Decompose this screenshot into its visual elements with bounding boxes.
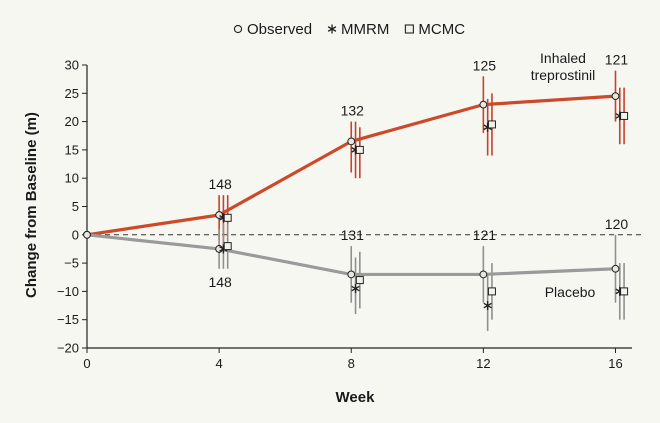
markers <box>83 92 629 311</box>
mcmc-point <box>620 287 629 296</box>
y-tick-label: −20 <box>57 341 79 356</box>
observed-point <box>347 270 356 279</box>
observed-point <box>611 92 620 101</box>
observed-point <box>611 264 620 273</box>
legend-mcmc-icon <box>404 24 414 34</box>
treprostinil-series-label: Inhaled <box>540 50 586 66</box>
mcmc-point <box>223 213 232 222</box>
y-tick-label: −5 <box>64 256 79 271</box>
legend-observed-icon <box>233 24 243 34</box>
mcmc-point <box>487 287 496 296</box>
placebo-series-label: Placebo <box>545 284 596 300</box>
mcmc-point <box>355 276 364 285</box>
observed-point <box>479 270 488 279</box>
y-tick-label: 15 <box>65 142 79 157</box>
mmrm-point <box>483 301 492 311</box>
placebo-n-label: 120 <box>605 216 629 232</box>
x-axis-title: Week <box>336 389 376 406</box>
mcmc-point <box>620 111 629 120</box>
y-tick-label: −10 <box>57 284 79 299</box>
x-tick-label: 0 <box>83 356 90 371</box>
treprostinil-n-label: 125 <box>473 57 497 73</box>
treprostinil-series-label: treprostinil <box>531 67 596 83</box>
y-axis: −20 −15 −10 −5 0 5 10 15 20 25 30 <box>57 58 88 356</box>
treprostinil-n-label: 121 <box>605 52 629 68</box>
mcmc-point <box>223 242 232 251</box>
observed-point <box>83 230 91 239</box>
y-tick-label: 25 <box>65 86 79 101</box>
y-tick-label: 30 <box>65 58 79 73</box>
y-tick-label: 0 <box>72 227 79 242</box>
treprostinil-n-label: 132 <box>341 103 365 119</box>
legend-label: MMRM <box>341 21 389 38</box>
x-tick-label: 8 <box>348 356 355 371</box>
observed-point <box>347 137 356 146</box>
x-axis: 0 4 8 12 16 <box>83 347 632 371</box>
placebo-n-label: 131 <box>341 227 365 243</box>
y-tick-label: 5 <box>72 199 79 214</box>
legend: Observed MMRM MCMC <box>233 21 465 38</box>
legend-label: Observed <box>247 21 312 38</box>
mmrm-point <box>351 284 360 294</box>
mcmc-point <box>355 145 364 154</box>
x-tick-label: 12 <box>476 356 490 371</box>
placebo-n-label: 148 <box>208 274 232 290</box>
placebo-n-label: 121 <box>473 227 497 243</box>
y-tick-label: −15 <box>57 312 79 327</box>
y-tick-label: 10 <box>65 171 79 186</box>
legend-label: MCMC <box>418 21 465 38</box>
x-tick-label: 4 <box>216 356 223 371</box>
legend-mmrm-icon <box>327 24 337 34</box>
treprostinil-n-label: 148 <box>208 176 232 192</box>
observed-point <box>215 245 224 253</box>
y-tick-label: 20 <box>65 114 79 129</box>
x-tick-label: 16 <box>608 356 622 371</box>
mcmc-point <box>487 120 496 129</box>
annotations: 148 132 125 121 148 131 121 120 Inhaledtreprosti… <box>208 50 628 300</box>
y-axis-title: Change from Baseline (m) <box>23 112 40 298</box>
observed-point <box>479 100 488 109</box>
